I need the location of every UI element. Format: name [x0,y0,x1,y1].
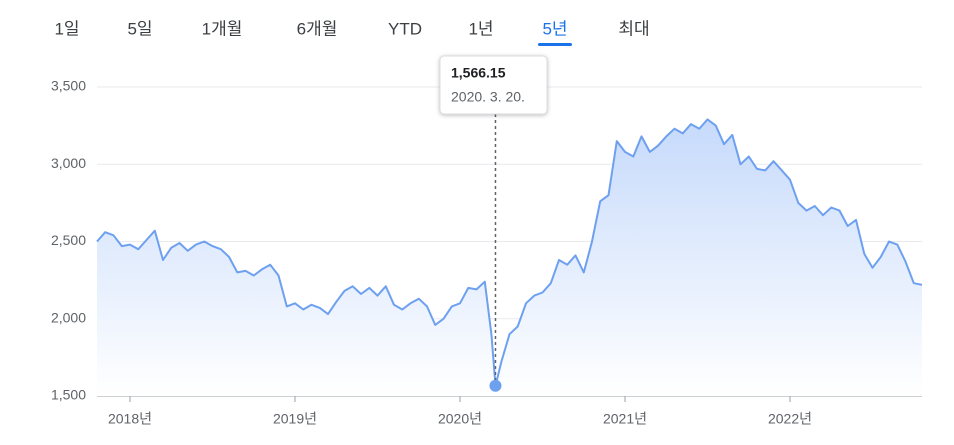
range-tab[interactable]: 1개월 [202,19,243,38]
tab-underline [538,43,572,46]
tooltip-point [489,379,502,392]
x-tick-label: 2021년 [603,411,647,427]
x-tick-label: 2019년 [273,411,317,427]
x-tick-label: 2022년 [768,411,812,427]
price-line [96,118,923,387]
y-tick-label: 2,000 [51,309,86,325]
range-tab[interactable]: 5일 [127,19,152,38]
range-tab[interactable]: 6개월 [297,19,338,38]
x-tick-label: 2020년 [438,411,482,427]
range-tab[interactable]: YTD [388,19,422,38]
range-tab[interactable]: 1년 [468,19,493,38]
tooltip-date: 2020. 3. 20. [451,89,525,105]
area-fill [97,119,922,397]
y-tick-label: 2,500 [51,232,86,248]
range-tab[interactable]: 최대 [618,19,649,38]
x-tick-label: 2018년 [108,411,152,427]
y-tick-label: 3,500 [51,78,86,94]
tooltip-value: 1,566.15 [451,65,506,81]
y-tick-label: 1,500 [51,387,86,403]
tooltip-box [439,55,548,115]
range-tab[interactable]: 5년 [542,19,567,38]
y-tick-label: 3,000 [51,155,86,171]
range-tab[interactable]: 1일 [54,19,79,38]
